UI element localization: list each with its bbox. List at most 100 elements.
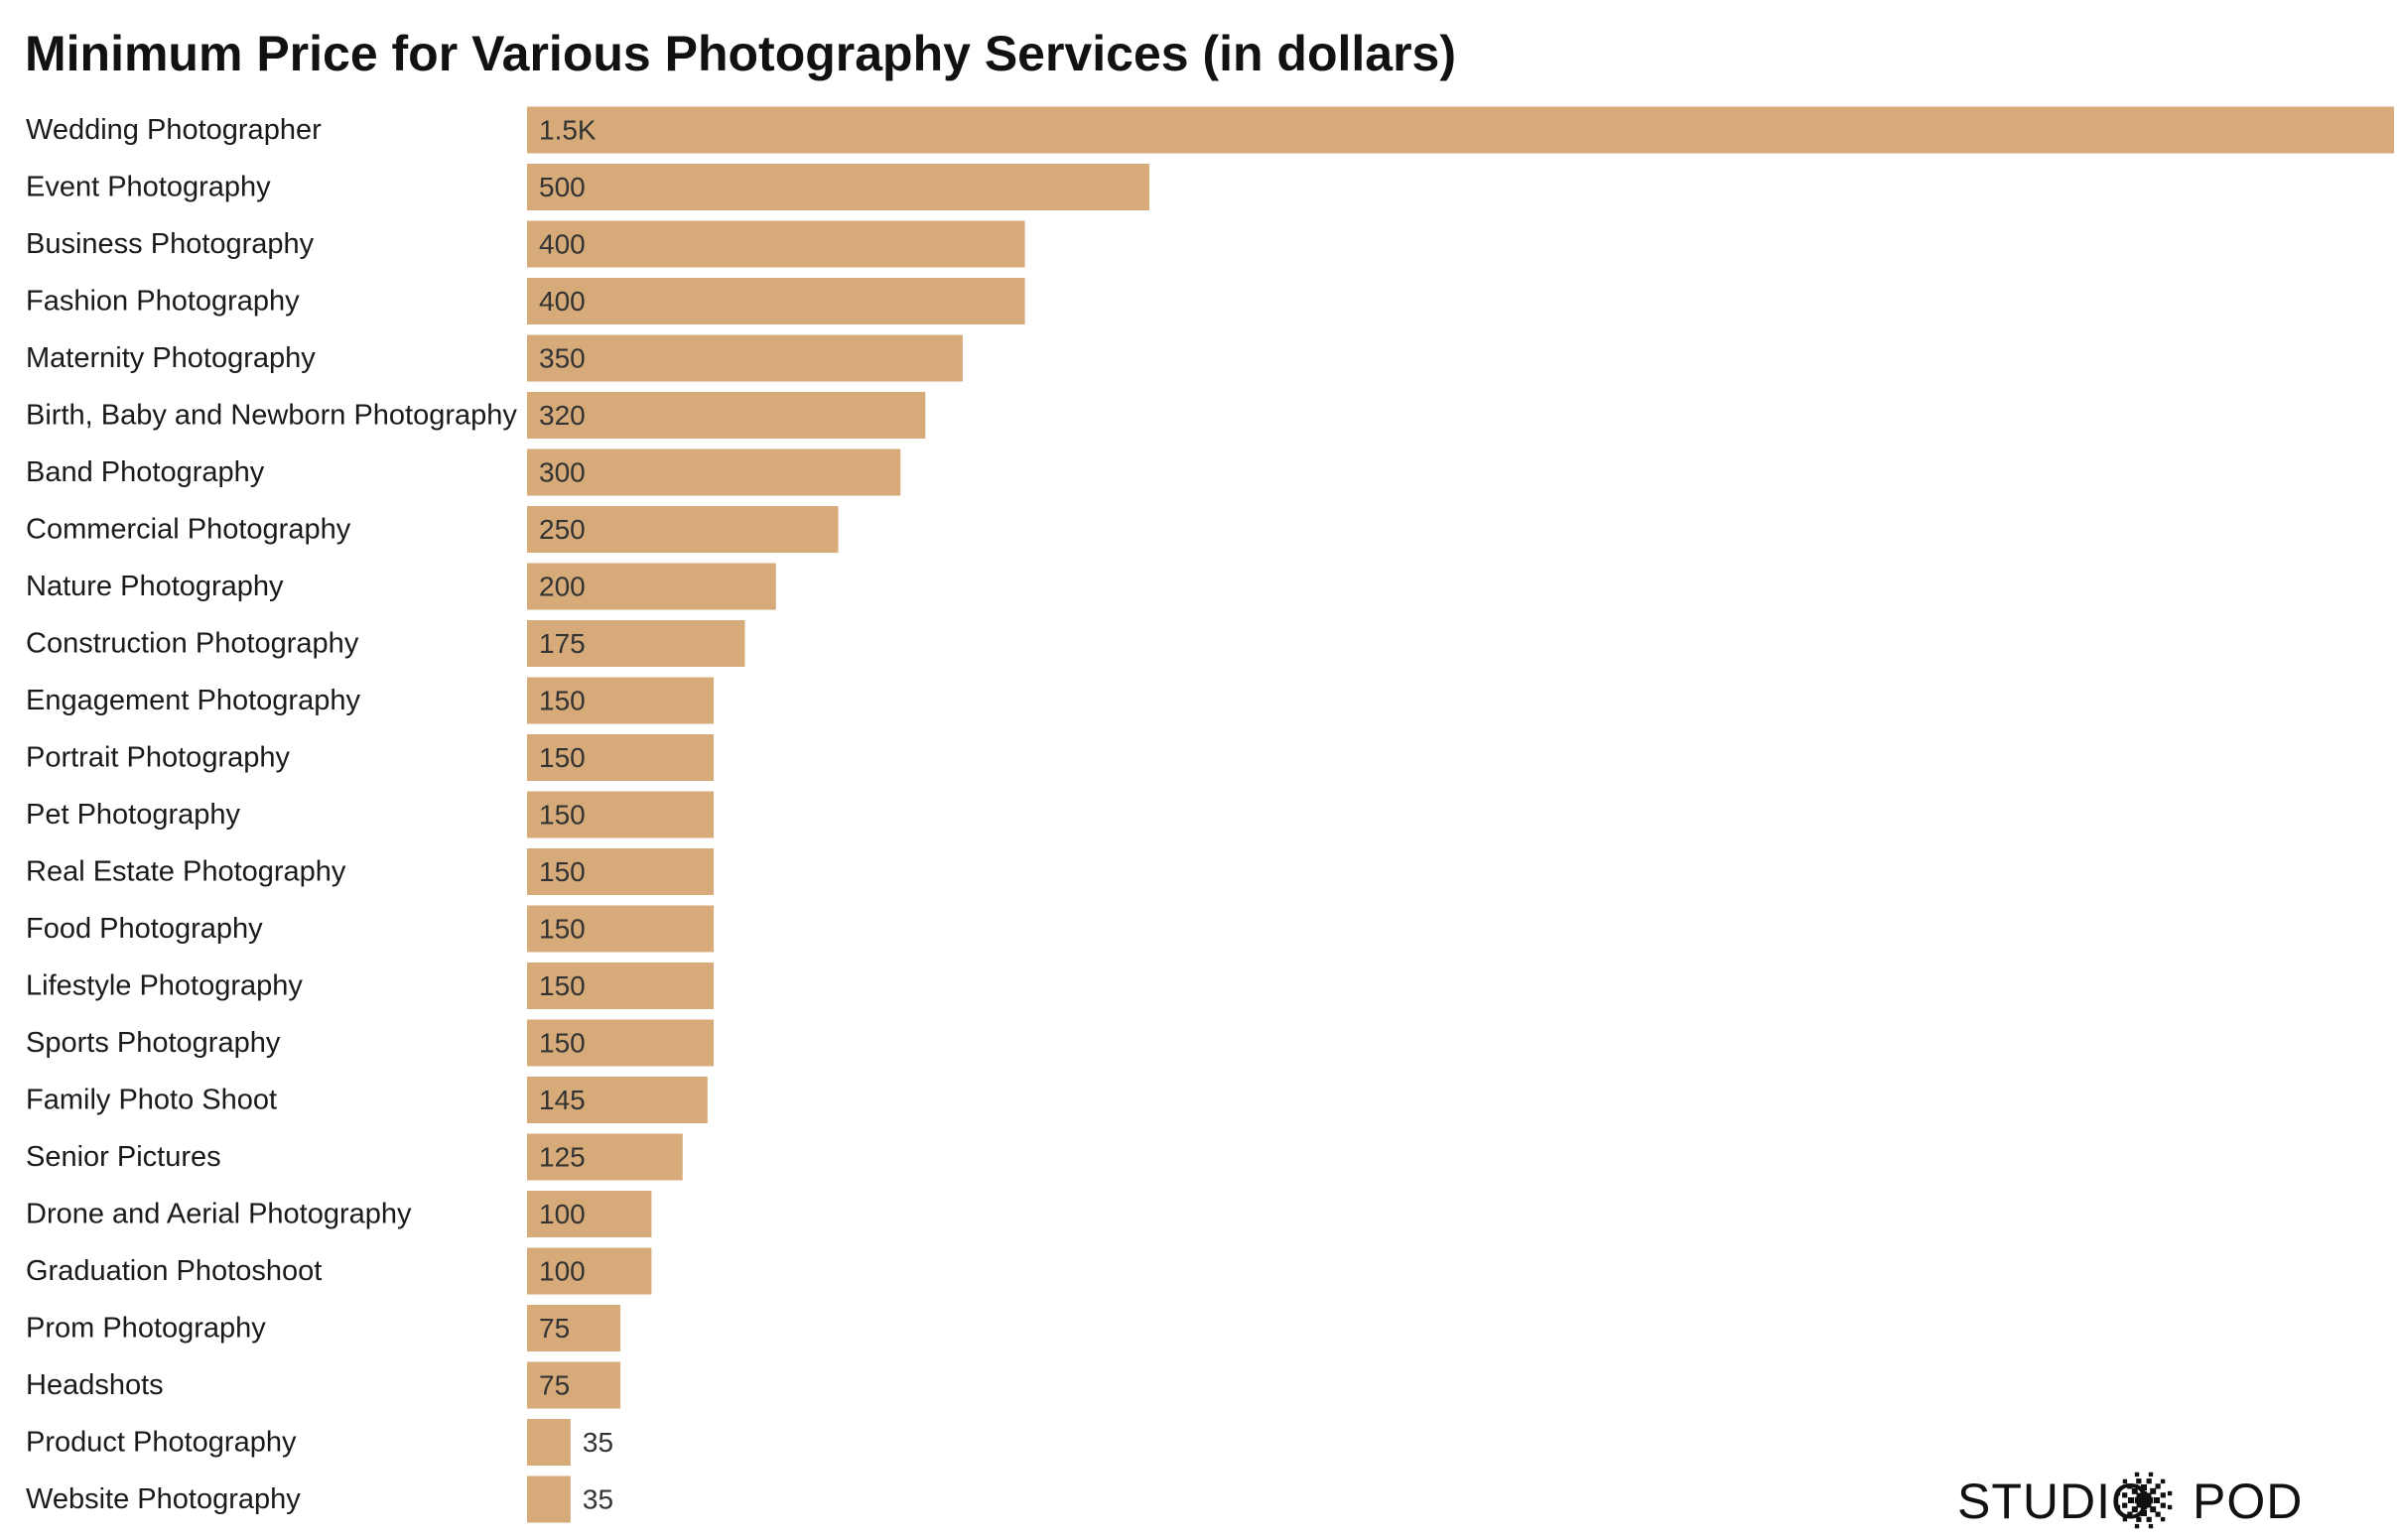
starburst-dot (2136, 1492, 2143, 1499)
category-label: Pet Photography (26, 799, 241, 831)
value-label: 75 (539, 1313, 570, 1344)
bar (527, 106, 2394, 154)
value-label: 100 (539, 1199, 586, 1229)
starburst-dot (2167, 1504, 2173, 1510)
starburst-dot (2155, 1483, 2161, 1489)
value-label: 150 (539, 800, 586, 831)
starburst-dot (2122, 1516, 2128, 1522)
starburst-dot (2122, 1502, 2128, 1508)
starburst-dot (2146, 1496, 2154, 1504)
starburst-dot (2131, 1487, 2138, 1494)
starburst-dot (2146, 1478, 2152, 1484)
value-label: 145 (539, 1085, 586, 1115)
category-label: Band Photography (26, 456, 265, 488)
bar (527, 334, 963, 382)
value-label: 35 (583, 1484, 613, 1515)
bar (527, 1361, 621, 1409)
starburst-dot (2148, 1472, 2154, 1477)
starburst-dot (2145, 1501, 2152, 1508)
starburst-dot (2150, 1487, 2157, 1494)
category-label: Portrait Photography (26, 742, 290, 774)
category-label: Headshots (26, 1369, 164, 1401)
starburst-dot (2146, 1516, 2152, 1522)
value-label: 150 (539, 1028, 586, 1059)
starburst-dot (2128, 1497, 2134, 1503)
category-label: Product Photography (26, 1427, 297, 1459)
category-label: Birth, Baby and Newborn Photography (26, 400, 517, 432)
category-label: Wedding Photographer (26, 114, 322, 146)
starburst-dot (2134, 1523, 2140, 1529)
value-label: 150 (539, 856, 586, 887)
value-label: 500 (539, 172, 586, 202)
value-label: 400 (539, 286, 586, 317)
bar (527, 1019, 715, 1067)
bar (527, 449, 901, 496)
starburst-dot (2160, 1502, 2166, 1508)
value-label: 175 (539, 628, 586, 659)
category-label: Sports Photography (26, 1027, 281, 1059)
category-label: Website Photography (26, 1483, 301, 1515)
value-label: 150 (539, 914, 586, 945)
starburst-dot (2127, 1511, 2133, 1517)
starburst-dot (2115, 1490, 2121, 1496)
bar (527, 1305, 621, 1351)
starburst-dot (2154, 1497, 2160, 1503)
bar (527, 164, 1149, 210)
chart-title: Minimum Price for Various Photography Se… (25, 26, 1456, 81)
starburst-dot (2167, 1490, 2173, 1496)
value-label: 150 (539, 686, 586, 716)
value-label: 100 (539, 1256, 586, 1287)
bar (527, 1133, 683, 1181)
starburst-dot (2145, 1492, 2152, 1499)
category-label: Maternity Photography (26, 342, 316, 374)
category-label: Construction Photography (26, 628, 359, 660)
brand-left-text: STUDIO (1957, 1474, 2151, 1529)
starburst-dot (2141, 1484, 2147, 1490)
bar (527, 1191, 652, 1237)
bar (527, 1476, 571, 1523)
brand-right-text: POD (2193, 1474, 2303, 1529)
category-label: Commercial Photography (26, 514, 351, 546)
starburst-dot (2131, 1506, 2138, 1513)
starburst-dot (2148, 1523, 2154, 1529)
starburst-dot (2160, 1492, 2166, 1498)
category-label: Family Photo Shoot (26, 1085, 277, 1116)
starburst-dot (2160, 1516, 2166, 1522)
starburst-dot (2115, 1504, 2121, 1510)
category-label: Engagement Photography (26, 685, 360, 716)
category-label: Nature Photography (26, 571, 284, 602)
starburst-dot (2122, 1492, 2128, 1498)
value-label: 200 (539, 572, 586, 602)
bars-layer: Wedding Photographer 1.5K Event Photograph… (26, 106, 2394, 1523)
category-label: Lifestyle Photography (26, 970, 303, 1002)
bar (527, 563, 776, 610)
bar (527, 962, 715, 1009)
value-label: 320 (539, 400, 586, 431)
bar (527, 1419, 571, 1466)
value-label: 125 (539, 1142, 586, 1173)
starburst-dot (2136, 1516, 2142, 1522)
bar (527, 734, 715, 781)
starburst-dot (2136, 1501, 2143, 1508)
value-label: 1.5K (539, 115, 597, 146)
category-label: Real Estate Photography (26, 856, 346, 888)
bar (527, 1077, 708, 1123)
bar (527, 278, 1025, 324)
starburst-dot (2140, 1502, 2148, 1510)
starburst-dot (2160, 1478, 2166, 1484)
starburst-dot (2150, 1506, 2157, 1513)
bar (527, 1247, 652, 1295)
category-label: Event Photography (26, 172, 271, 203)
starburst-dot (2136, 1478, 2142, 1484)
bar (527, 677, 715, 724)
bar (527, 392, 926, 439)
bar (527, 620, 745, 667)
category-label: Senior Pictures (26, 1141, 221, 1173)
category-label: Fashion Photography (26, 286, 300, 318)
starburst-dot (2155, 1511, 2161, 1517)
value-label: 75 (539, 1370, 570, 1401)
starburst-dot (2122, 1478, 2128, 1484)
category-label: Business Photography (26, 228, 315, 260)
bar (527, 220, 1025, 268)
